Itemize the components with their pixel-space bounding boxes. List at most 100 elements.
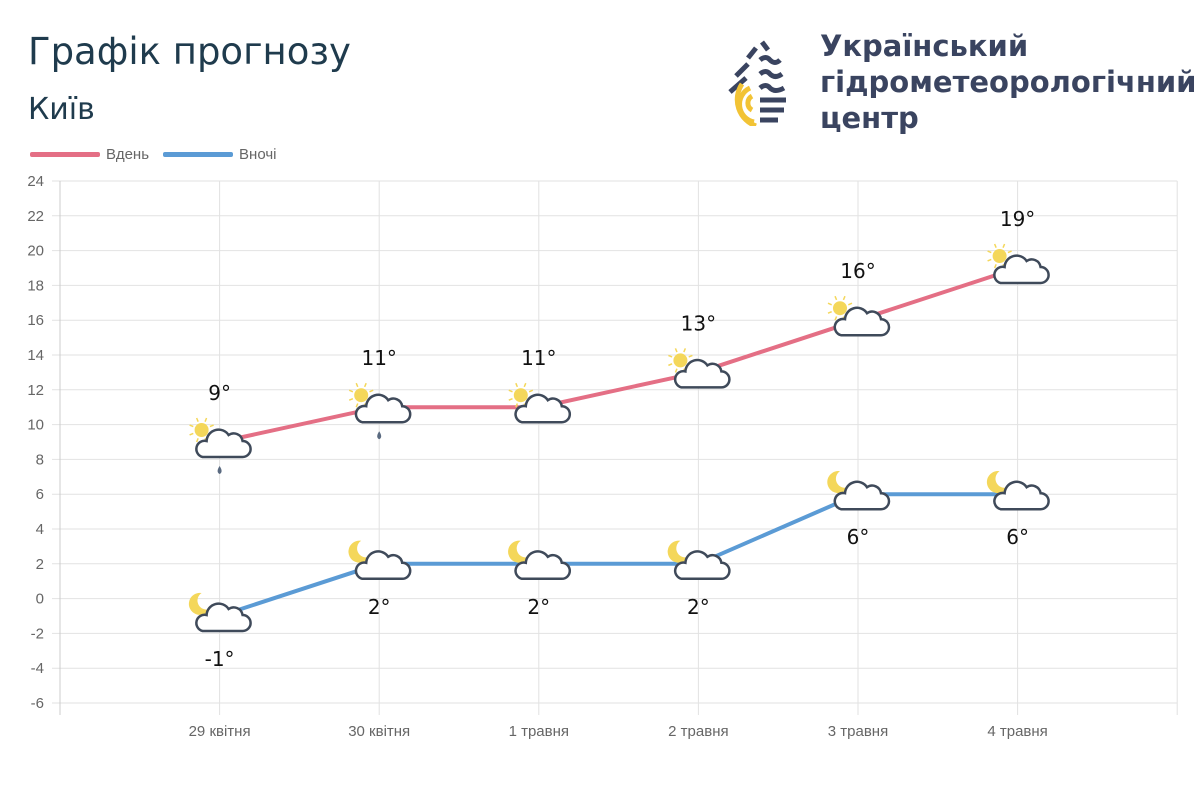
- sun-ray: [834, 316, 838, 321]
- sun-cloud-rain-icon: [189, 417, 252, 474]
- sun-ray: [363, 382, 367, 388]
- sun-ray: [348, 389, 354, 393]
- ukrhydromet-logo: [728, 40, 786, 126]
- cloud-shape: [354, 393, 412, 424]
- sun-ray: [674, 348, 678, 353]
- data-label: 2°: [687, 595, 710, 619]
- sun-disc: [673, 353, 688, 368]
- city-name: Київ: [28, 92, 95, 127]
- sun-cloud-icon: [827, 295, 891, 337]
- brand-name: Український гідрометеорологічний центр: [820, 28, 1197, 136]
- y-tick-label: 8: [36, 451, 44, 468]
- y-tick-label: -2: [31, 625, 44, 642]
- cloud-shape: [993, 254, 1050, 285]
- moon-cloud-icon: [348, 540, 412, 581]
- x-tick-label: 30 квітня: [348, 723, 410, 740]
- legend-item-night[interactable]: Вночі: [163, 146, 276, 163]
- moon-cloud-icon: [508, 540, 571, 581]
- page-title: Графік прогнозу: [28, 30, 351, 73]
- rain-drop: [377, 431, 382, 440]
- sun-ray: [1007, 250, 1012, 254]
- sun-ray: [348, 397, 354, 401]
- moon-shape: [508, 540, 529, 563]
- brand-line-3: центр: [820, 101, 919, 135]
- cloud-shape: [195, 602, 252, 633]
- sun-ray: [508, 389, 513, 393]
- moon-cloud-icon: [986, 471, 1050, 511]
- sun-disc: [513, 388, 528, 403]
- y-tick-label: 24: [27, 173, 44, 190]
- cloud-shape: [514, 393, 571, 424]
- sun-ray: [355, 382, 359, 388]
- data-label: 13°: [681, 311, 716, 335]
- data-label: 11°: [521, 346, 556, 370]
- sun-ray: [668, 363, 673, 367]
- sun-ray: [508, 397, 513, 401]
- y-tick-label: 4: [36, 521, 44, 538]
- sun-ray: [195, 438, 199, 443]
- y-tick-label: 16: [27, 312, 44, 329]
- cloud-shape: [514, 550, 571, 581]
- sun-ray: [515, 382, 519, 388]
- sun-ray: [848, 302, 853, 306]
- x-tick-label: 2 травня: [668, 723, 728, 740]
- sun-ray: [674, 368, 678, 373]
- data-label: 19°: [1000, 207, 1035, 231]
- legend-label-night: Вночі: [239, 146, 277, 163]
- sun-ray: [842, 295, 846, 301]
- moon-shape: [827, 471, 848, 494]
- data-label: 6°: [1006, 525, 1029, 549]
- sun-ray: [189, 424, 194, 428]
- sun-ray: [528, 389, 534, 393]
- sun-ray: [827, 302, 832, 306]
- sun-ray: [515, 403, 519, 408]
- sun-ray: [834, 295, 838, 301]
- legend-swatch-night: [163, 152, 234, 157]
- sun-disc: [833, 301, 847, 316]
- moon-cloud-icon: [188, 592, 252, 633]
- legend-label-day: Вдень: [106, 146, 150, 163]
- cloud-shape: [833, 480, 891, 511]
- x-tick-label: 4 травня: [987, 723, 1047, 740]
- sun-ray: [688, 354, 693, 358]
- x-tick-label: 29 квітня: [189, 723, 251, 740]
- sun-cloud-rain-icon: [348, 382, 412, 440]
- sun-ray: [209, 424, 214, 428]
- brand-line-2: гідрометеорологічний: [820, 65, 1197, 99]
- sun-disc: [992, 249, 1007, 263]
- moon-shape: [986, 471, 1008, 494]
- data-label: 16°: [840, 259, 875, 283]
- sun-ray: [1002, 243, 1006, 248]
- sun-ray: [987, 258, 992, 262]
- sun-ray: [195, 417, 199, 422]
- legend: Вдень Вночі: [30, 146, 290, 163]
- sun-ray: [369, 389, 374, 393]
- data-label: 6°: [847, 525, 870, 549]
- moon-shape: [667, 540, 689, 563]
- sun-ray: [523, 382, 527, 388]
- sun-disc: [194, 423, 209, 437]
- data-label: 2°: [368, 595, 391, 619]
- sun-ray: [827, 310, 832, 314]
- y-tick-label: 2: [36, 556, 44, 573]
- y-tick-label: 10: [27, 417, 44, 434]
- y-tick-label: 6: [36, 486, 44, 503]
- sun-ray: [993, 264, 997, 269]
- y-tick-label: -6: [31, 695, 44, 712]
- y-tick-label: 20: [27, 243, 44, 260]
- sun-cloud-icon: [668, 348, 731, 389]
- sun-cloud-icon: [987, 243, 1050, 285]
- x-tick-label: 3 травня: [828, 723, 888, 740]
- sun-ray: [668, 354, 673, 358]
- data-label: 11°: [361, 346, 396, 370]
- moon-cloud-icon: [827, 471, 891, 511]
- data-label: 2°: [527, 595, 550, 619]
- legend-item-day[interactable]: Вдень: [30, 146, 149, 163]
- data-label: -1°: [205, 647, 235, 671]
- x-tick-label: 1 травня: [509, 723, 569, 740]
- y-tick-label: 0: [36, 591, 44, 608]
- y-tick-label: -4: [31, 660, 44, 677]
- y-tick-label: 12: [27, 382, 44, 399]
- sun-ray: [993, 243, 997, 248]
